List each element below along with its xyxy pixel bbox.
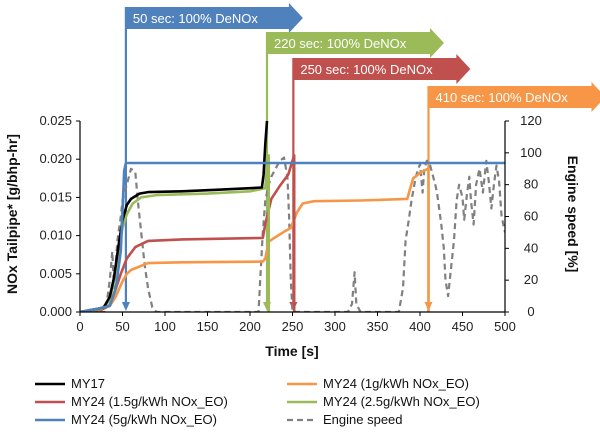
annotation-220-sec-100-denox: 220 sec: 100% DeNOx	[263, 28, 444, 311]
x-tick-label: 450	[452, 319, 474, 334]
legend-item-my24-1g-kwh-nox-eo: MY24 (1g/kWh NOx_EO)	[287, 376, 469, 391]
legend-label: MY17	[71, 376, 105, 391]
y-tick-label: 0.005	[39, 266, 72, 281]
y-tick-label: 0.000	[39, 304, 72, 319]
legend-item-my24-1-5g-kwh-nox-eo: MY24 (1.5g/kWh NOx_EO)	[35, 394, 228, 409]
x-tick-label: 250	[282, 319, 304, 334]
x-tick-label: 400	[409, 319, 431, 334]
legend-item-my17: MY17	[35, 376, 105, 391]
y2-tick-label: 40	[524, 240, 538, 255]
y2-tick-label: 20	[524, 272, 538, 287]
legend-item-my24-2-5g-kwh-nox-eo: MY24 (2.5g/kWh NOx_EO)	[287, 394, 480, 409]
y2-tick-labels: 0 20 40 60 80 100 120	[505, 113, 542, 319]
y2-tick-label: 80	[524, 177, 538, 192]
annotation-banner-shape	[428, 82, 600, 112]
y2-tick-label: 120	[520, 113, 542, 128]
legend: MY17 MY24 (1g/kWh NOx_EO) MY24 (1.5g/kWh N…	[35, 376, 480, 427]
x-tick-labels: 0 50 100 150 200 250 300 350 400 450 500	[76, 312, 516, 334]
x-tick-label: 50	[115, 319, 129, 334]
annotation-label: 220 sec: 100% DeNOx	[274, 36, 407, 51]
x-tick-label: 150	[197, 319, 219, 334]
y-tick-label: 0.025	[39, 113, 72, 128]
legend-item-my24-5g-kwh-nox-eo: MY24 (5g/kWh NOx_EO)	[35, 412, 217, 427]
x-tick-label: 300	[324, 319, 346, 334]
x-tick-label: 500	[494, 319, 516, 334]
annotation-banner-shape	[125, 3, 303, 33]
annotation-banner-shape	[267, 28, 444, 58]
legend-label: MY24 (5g/kWh NOx_EO)	[71, 412, 217, 427]
series-layer	[80, 120, 505, 312]
series-line-my24-5g-kwh-nox-eo	[80, 161, 505, 312]
legend-label: MY24 (1g/kWh NOx_EO)	[323, 376, 469, 391]
y2-tick-label: 60	[524, 209, 538, 224]
y2-tick-label: 100	[520, 145, 542, 160]
y-tick-labels: 0.000 0.005 0.010 0.015 0.020 0.025	[39, 113, 80, 319]
x-tick-label: 350	[367, 319, 389, 334]
annotation-label: 250 sec: 100% DeNOx	[300, 62, 433, 77]
y-tick-label: 0.015	[39, 189, 72, 204]
y-tick-label: 0.010	[39, 228, 72, 243]
annotation-banner-shape	[293, 54, 471, 84]
annotation-arrowhead	[121, 302, 130, 311]
annotation-label: 410 sec: 100% DeNOx	[436, 90, 569, 105]
legend-item-engine-speed: Engine speed	[287, 412, 403, 427]
y-axis-title: NOx Tailpipe* [g/bhp-hr]	[4, 134, 20, 294]
x-tick-label: 100	[154, 319, 176, 334]
annotation-label: 50 sec: 100% DeNOx	[133, 11, 259, 26]
series-line-my24-2-5g-kwh-nox-eo	[80, 154, 270, 312]
legend-label: MY24 (1.5g/kWh NOx_EO)	[71, 394, 228, 409]
series-line-my17	[80, 120, 269, 312]
x-tick-label: 200	[239, 319, 261, 334]
y2-axis-title: Engine speed [%]	[565, 156, 581, 273]
x-tick-label: 0	[76, 319, 83, 334]
legend-label: MY24 (2.5g/kWh NOx_EO)	[323, 394, 480, 409]
legend-label: Engine speed	[323, 412, 403, 427]
y-tick-label: 0.020	[39, 151, 72, 166]
x-axis-title: Time [s]	[265, 343, 318, 359]
y2-tick-label: 0	[527, 304, 534, 319]
series-line-engine-speed	[80, 156, 505, 312]
series-line-my24-1g-kwh-nox-eo	[80, 167, 430, 312]
